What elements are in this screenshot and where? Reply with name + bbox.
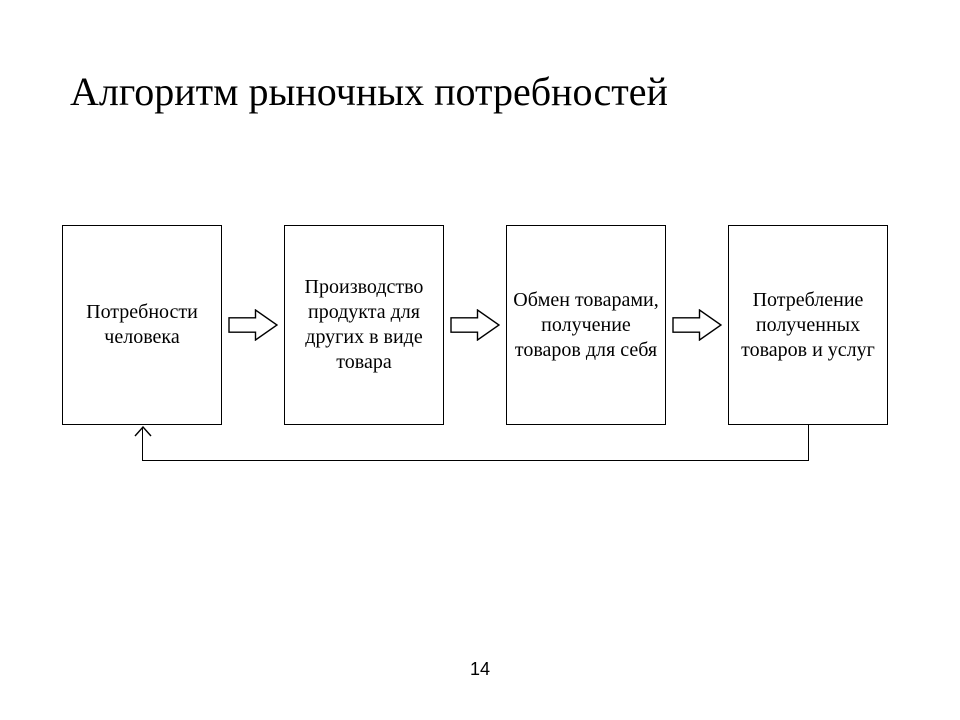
page-title: Алгоритм рыночных потребностей	[70, 68, 668, 115]
arrow-icon	[672, 309, 722, 341]
arrowhead-icon	[134, 425, 152, 443]
node-label: Обмен товарами, получение товаров для се…	[511, 288, 661, 363]
node-consumption: Потребление полученных товаров и услуг	[728, 225, 888, 425]
page-number: 14	[470, 659, 490, 680]
feedback-line	[142, 460, 809, 461]
node-label: Производство продукта для других в виде …	[289, 275, 439, 375]
node-label: Потребление полученных товаров и услуг	[733, 288, 883, 363]
flowchart: Потребности человека Производство продук…	[62, 225, 902, 505]
node-needs: Потребности человека	[62, 225, 222, 425]
node-production: Производство продукта для других в виде …	[284, 225, 444, 425]
node-exchange: Обмен товарами, получение товаров для се…	[506, 225, 666, 425]
arrow-icon	[228, 309, 278, 341]
arrow-icon	[450, 309, 500, 341]
node-label: Потребности человека	[67, 300, 217, 350]
feedback-line	[808, 425, 809, 460]
